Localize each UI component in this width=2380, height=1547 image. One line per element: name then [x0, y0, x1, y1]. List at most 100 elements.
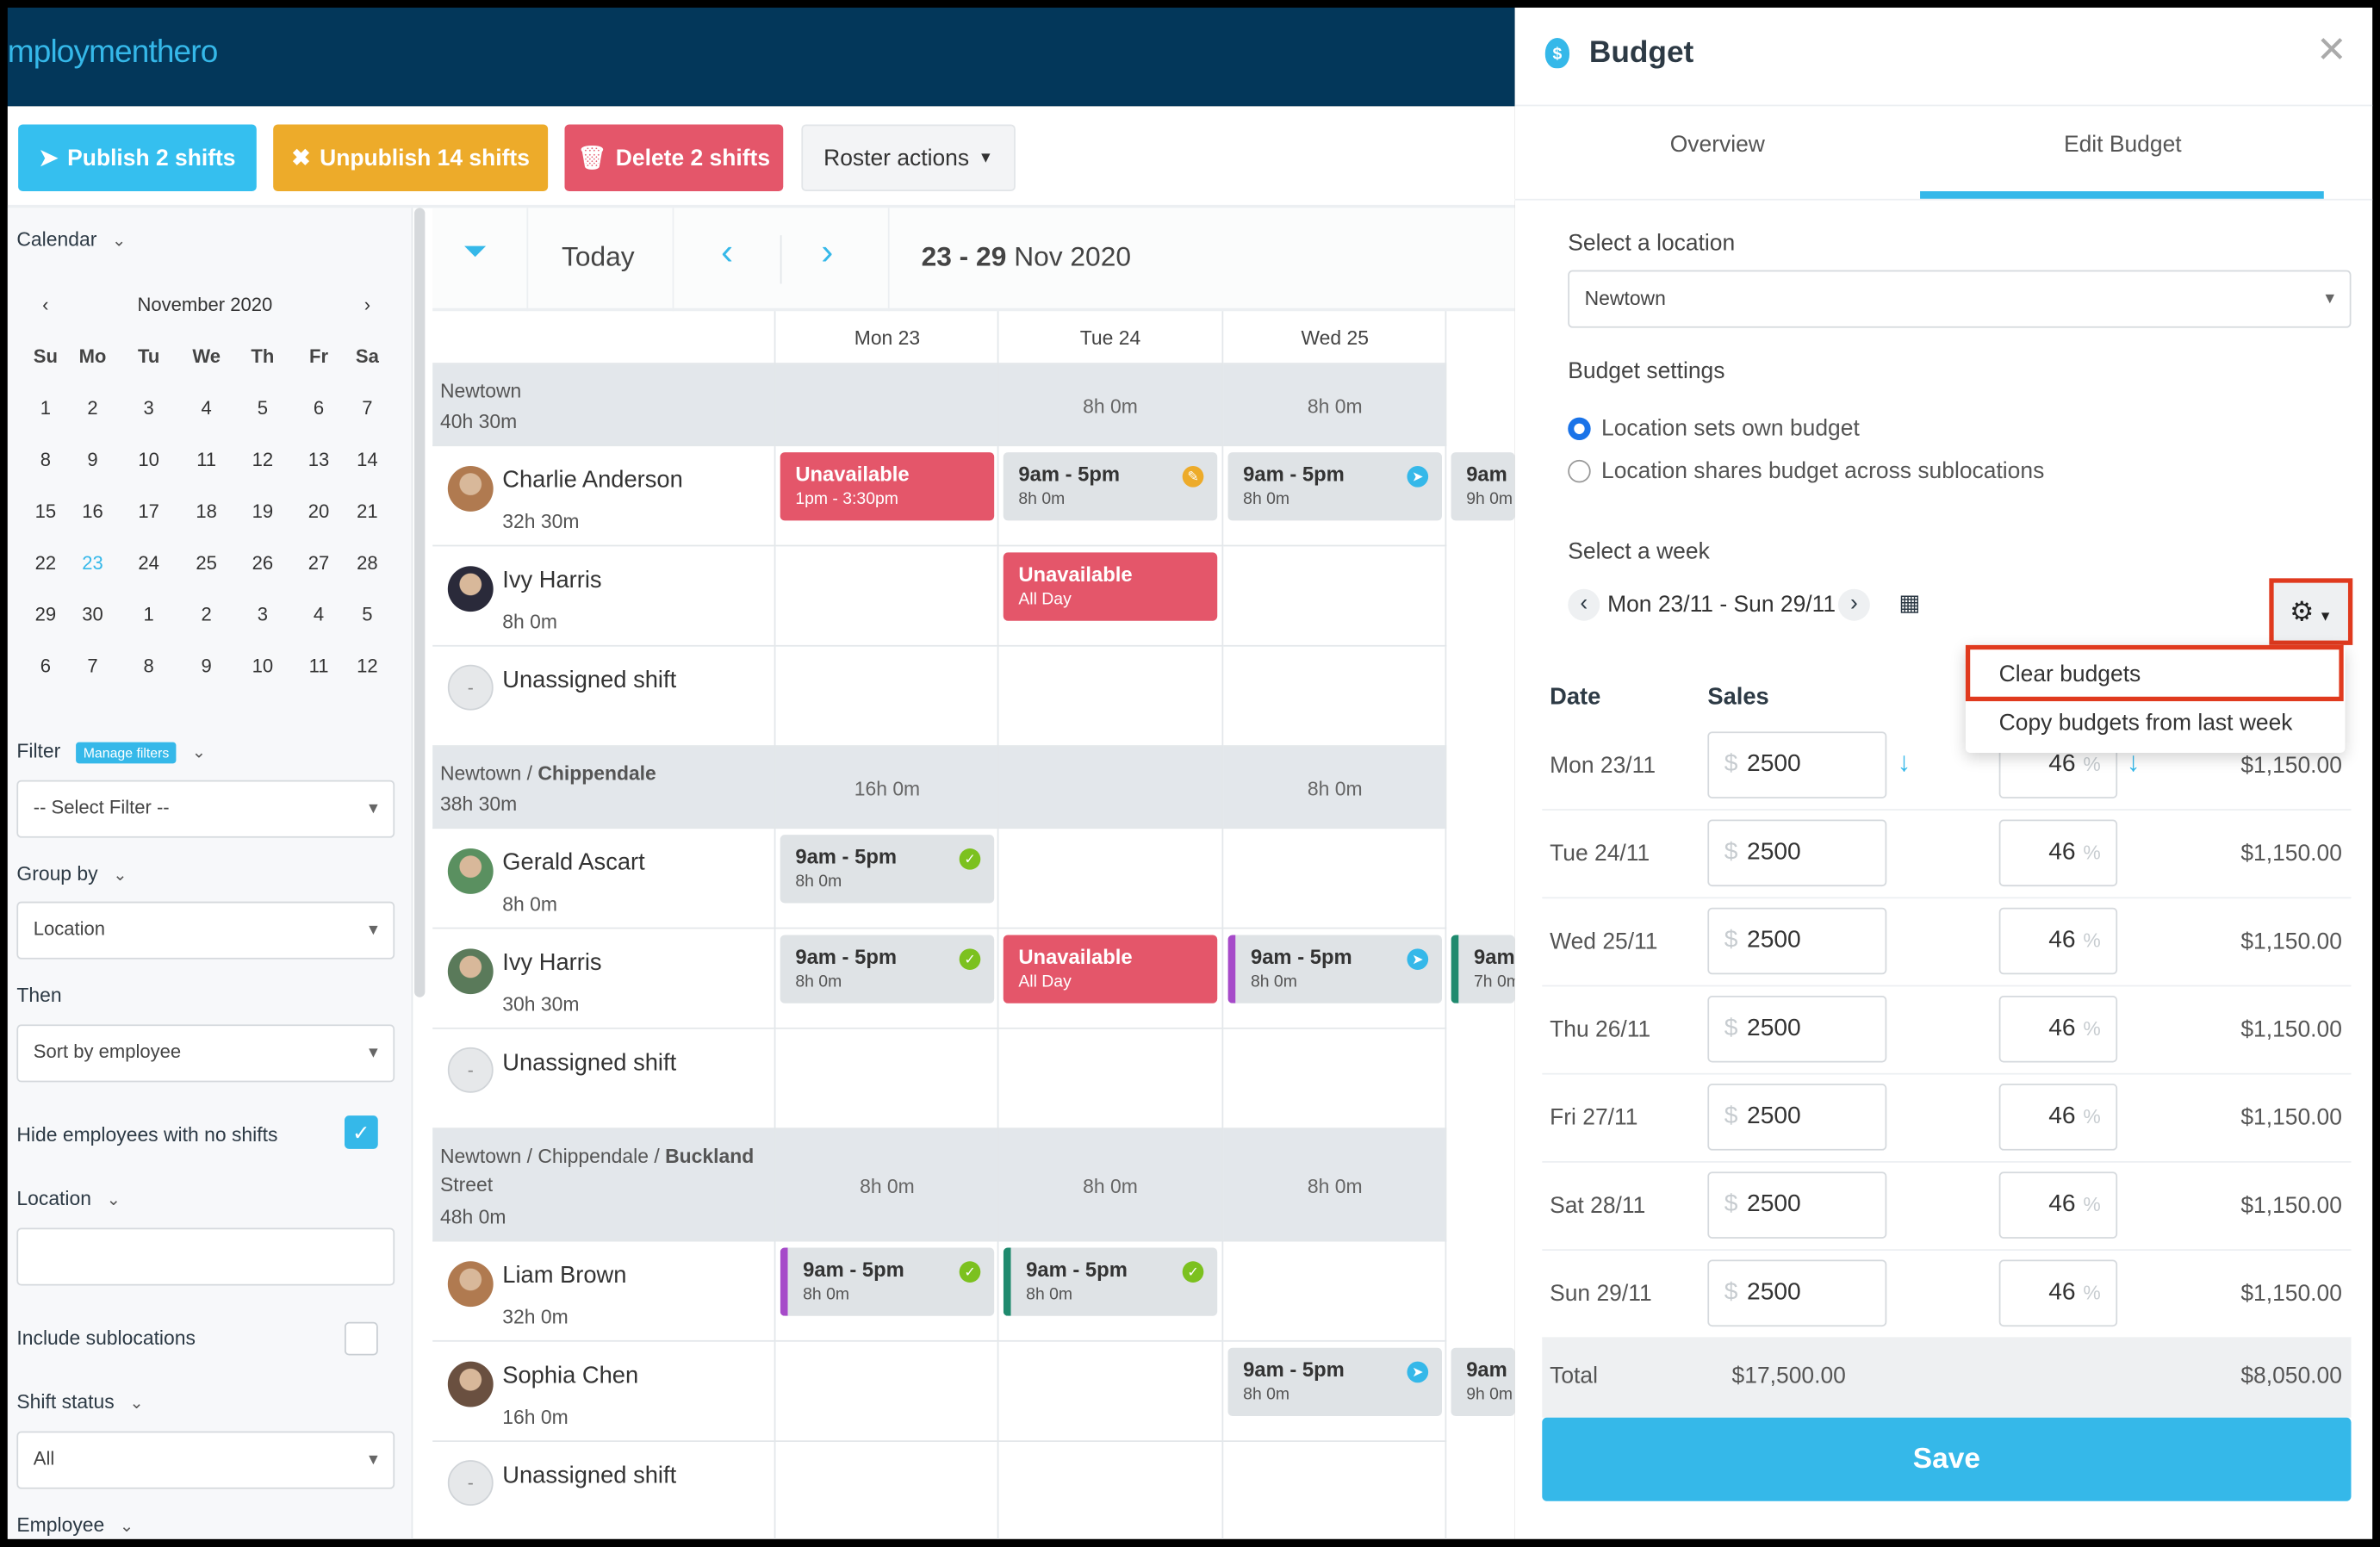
roster-cell[interactable]	[432, 929, 776, 1029]
next-week-icon[interactable]: ›	[821, 232, 834, 274]
location-input[interactable]	[16, 1227, 395, 1286]
close-icon[interactable]: ✕	[2315, 30, 2347, 71]
employee-name[interactable]: Ivy Harris	[502, 950, 602, 977]
menu-item-copy-budgets[interactable]: Copy budgets from last week	[1998, 710, 2293, 736]
roster-cell[interactable]	[998, 929, 1224, 1029]
sales-input[interactable]: $2500	[1707, 1171, 1887, 1239]
calendar-day[interactable]: 10	[138, 449, 159, 471]
calendar-day[interactable]: 22	[34, 552, 57, 575]
shift-status-toggle[interactable]: Shift status ⌄	[16, 1390, 143, 1413]
calendar-day[interactable]: 8	[143, 655, 154, 677]
calendar-day[interactable]: 3	[143, 397, 154, 419]
calendar-day[interactable]: 18	[196, 500, 217, 523]
shift-card[interactable]: 9am - 5pm 8h 0m ✓	[780, 1247, 995, 1316]
roster-cell[interactable]	[1223, 1441, 1447, 1539]
calendar-day[interactable]: 19	[252, 500, 274, 523]
delete-button[interactable]: 🗑 Delete 2 shifts	[564, 124, 784, 192]
calendar-day[interactable]: 11	[196, 449, 217, 471]
percent-input[interactable]: 46%	[1998, 907, 2118, 975]
calendar-day[interactable]: 4	[313, 604, 325, 625]
calendar-day[interactable]: 14	[357, 449, 378, 471]
roster-cell[interactable]	[775, 829, 999, 929]
sales-input[interactable]: $2500	[1707, 1084, 1887, 1151]
copy-down-icon[interactable]: ↓	[1897, 746, 1911, 778]
calendar-day[interactable]: 16	[82, 500, 103, 523]
hide-employees-checkbox[interactable]: ✓	[344, 1115, 378, 1149]
calendar-day[interactable]: 7	[87, 655, 98, 677]
prev-week-button[interactable]: ‹	[1568, 588, 1600, 621]
roster-cell[interactable]	[1223, 829, 1447, 929]
sales-input[interactable]: $2500	[1707, 995, 1887, 1063]
calendar-day[interactable]: 5	[257, 397, 268, 419]
calendar-toggle[interactable]: Calendar ⌄	[16, 227, 126, 250]
roster-cell[interactable]	[775, 929, 999, 1029]
roster-cell[interactable]	[432, 546, 776, 647]
shift-card[interactable]: 9am 9h 0m	[1451, 1347, 1515, 1417]
shift-card[interactable]: 9am - 5pm 8h 0m ➤	[1227, 452, 1442, 521]
calendar-day[interactable]: 2	[87, 397, 98, 419]
sales-input[interactable]: $2500	[1707, 731, 1887, 798]
calendar-day[interactable]: 30	[82, 604, 103, 625]
shift-card[interactable]: 9am - 5pm 8h 0m ✎	[1003, 452, 1218, 521]
settings-gear-button[interactable]: ⚙ ▼	[2269, 578, 2353, 645]
unassigned-shift-label[interactable]: Unassigned shift	[502, 668, 677, 694]
calendar-day[interactable]: 25	[196, 552, 217, 575]
roster-cell[interactable]	[432, 1028, 776, 1130]
radio-shared-budget[interactable]	[1568, 459, 1591, 483]
percent-input[interactable]: 46%	[1998, 819, 2118, 887]
percent-input[interactable]: 46%	[1998, 995, 2118, 1063]
calendar-day[interactable]: 6	[313, 397, 325, 419]
shift-card[interactable]: 9am - 5pm 8h 0m ➤	[1227, 1347, 1442, 1417]
roster-actions-button[interactable]: Roster actions ▼	[801, 124, 1016, 192]
calendar-day[interactable]: 1	[143, 604, 154, 625]
calendar-day[interactable]: 17	[138, 500, 159, 523]
roster-cell[interactable]	[775, 1241, 999, 1342]
menu-item-clear-budgets[interactable]: Clear budgets	[1965, 644, 2344, 702]
roster-cell[interactable]	[998, 1028, 1224, 1130]
shift-card[interactable]: 9am - 5pm 8h 0m ✓	[780, 835, 995, 904]
calendar-day[interactable]: 5	[362, 604, 373, 625]
calendar-day[interactable]: 12	[252, 449, 274, 471]
location-toggle[interactable]: Location ⌄	[16, 1187, 120, 1209]
roster-cell[interactable]	[1223, 546, 1447, 647]
unavailability-card[interactable]: Unavailable All Day	[1003, 552, 1218, 621]
employee-name[interactable]: Charlie Anderson	[502, 467, 683, 494]
unpublish-button[interactable]: ✖ Unpublish 14 shifts	[273, 124, 549, 192]
shift-card[interactable]: 9am - 5pm 8h 0m ✓	[780, 935, 995, 1003]
calendar-day[interactable]: 15	[34, 500, 57, 523]
percent-input[interactable]: 46%	[1998, 1259, 2118, 1327]
roster-cell[interactable]	[998, 1341, 1224, 1442]
unavailability-card[interactable]: Unavailable All Day	[1003, 935, 1218, 1003]
roster-cell[interactable]	[775, 646, 999, 747]
calendar-day[interactable]: 12	[357, 655, 378, 677]
employee-toggle[interactable]: Employee ⌄	[16, 1513, 134, 1536]
copy-down-icon[interactable]: ↓	[2126, 746, 2141, 778]
roster-cell[interactable]	[1223, 929, 1447, 1029]
shift-card[interactable]: 9am - 5pm 8h 0m ✓	[1003, 1247, 1218, 1316]
filter-select[interactable]: -- Select Filter --	[16, 780, 395, 838]
roster-cell[interactable]	[432, 446, 776, 547]
sort-select[interactable]: Sort by employee	[16, 1024, 395, 1083]
shift-card[interactable]: 9am 7h 0m	[1451, 935, 1515, 1003]
roster-cell[interactable]	[1223, 446, 1447, 547]
calendar-day[interactable]: 26	[252, 552, 274, 575]
roster-cell[interactable]	[1223, 646, 1447, 747]
unassigned-shift-label[interactable]: Unassigned shift	[502, 1050, 677, 1077]
calendar-day[interactable]: 7	[362, 397, 373, 419]
calendar-day[interactable]: 23	[82, 552, 103, 575]
calendar-day[interactable]: 3	[257, 604, 268, 625]
calendar-day[interactable]: 29	[34, 604, 57, 625]
roster-cell[interactable]	[998, 1441, 1224, 1539]
roster-cell[interactable]	[775, 1028, 999, 1130]
roster-cell[interactable]	[1223, 1241, 1447, 1342]
shift-card[interactable]: 9am 9h 0m	[1451, 452, 1515, 521]
today-button[interactable]: Today	[561, 241, 635, 272]
group-by-toggle[interactable]: Group by ⌄	[16, 862, 127, 885]
publish-button[interactable]: ➤ Publish 2 shifts	[18, 124, 257, 192]
sales-input[interactable]: $2500	[1707, 1259, 1887, 1327]
roster-cell[interactable]	[775, 546, 999, 647]
roster-cell[interactable]	[432, 1341, 776, 1442]
prev-month-icon[interactable]: ‹	[42, 294, 49, 316]
calendar-day[interactable]: 4	[201, 397, 212, 419]
calendar-icon[interactable]: ▦	[1898, 590, 1921, 617]
